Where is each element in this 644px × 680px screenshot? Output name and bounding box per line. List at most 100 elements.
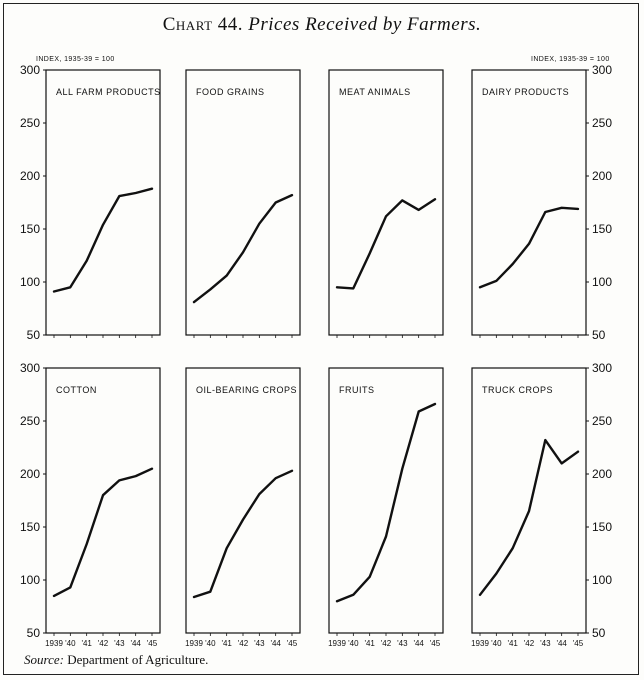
data-point — [511, 263, 514, 265]
x-tick-label: 1939 — [185, 639, 203, 648]
data-point — [352, 287, 355, 290]
y-tick-label: 300 — [592, 63, 612, 77]
data-point — [225, 274, 228, 277]
data-point — [151, 187, 153, 190]
data-point — [134, 192, 137, 194]
panel-title: COTTON — [56, 385, 97, 395]
y-tick-label: 250 — [592, 116, 612, 130]
y-tick-label: 250 — [592, 414, 612, 428]
data-point — [193, 301, 195, 303]
data-point — [69, 286, 72, 289]
source-label: Source: — [24, 652, 64, 667]
y-tick-label: 100 — [592, 275, 612, 289]
x-tick-label: '41 — [364, 639, 375, 648]
data-point — [242, 518, 244, 521]
x-tick-label: '42 — [524, 639, 535, 648]
y-tick-label: 50 — [27, 626, 41, 640]
data-point — [434, 198, 436, 201]
data-point — [336, 600, 338, 603]
data-point — [479, 593, 481, 596]
panel-title: FOOD GRAINS — [196, 87, 265, 97]
data-point — [401, 199, 404, 202]
data-point — [134, 475, 137, 477]
data-point — [225, 547, 228, 550]
data-point — [291, 469, 293, 472]
panel-all-farm-products: ALL FARM PRODUCTS 50 100 150 200 250 300 — [20, 63, 161, 342]
data-point — [544, 211, 547, 213]
data-point — [401, 467, 404, 470]
series-line — [52, 467, 154, 598]
data-point — [528, 242, 530, 245]
data-point — [577, 450, 579, 453]
data-point — [151, 467, 153, 470]
x-tick-label: 1939 — [471, 639, 489, 648]
y-tick-label: 250 — [20, 116, 40, 130]
panel-frame — [471, 367, 587, 634]
data-point — [560, 206, 563, 209]
panel-frame — [328, 69, 444, 336]
series-line — [52, 187, 154, 293]
data-point — [291, 194, 293, 197]
y-tick-label: 150 — [592, 520, 612, 534]
data-point — [434, 403, 436, 405]
panel-title: MEAT ANIMALS — [339, 87, 411, 97]
index-note-right: INDEX, 1935-39 = 100 — [531, 56, 610, 63]
x-tick-label: '45 — [147, 639, 158, 648]
data-point — [577, 208, 579, 210]
x-tick-label: '44 — [130, 639, 141, 648]
y-tick-label: 300 — [20, 361, 40, 375]
x-tick-label: '44 — [413, 639, 424, 648]
chart-number: Chart 44. — [162, 14, 244, 35]
panel-truck-crops: TRUCK CROPS 50 100 150 200 250 300 1939'40 '41 '4… — [471, 361, 612, 648]
y-tick-label: 200 — [20, 467, 40, 481]
panel-title: ALL FARM PRODUCTS — [56, 87, 161, 97]
y-tick-label: 50 — [27, 328, 41, 342]
x-tick-label: '43 — [540, 639, 551, 648]
x-tick-label: '40 — [65, 639, 76, 648]
data-point — [368, 575, 371, 578]
data-point — [85, 259, 88, 262]
source-text: Department of Agriculture. — [67, 652, 209, 667]
data-point — [53, 290, 55, 293]
data-point — [544, 439, 547, 441]
data-point — [495, 572, 498, 575]
panel-frame — [45, 367, 161, 634]
y-tick-label: 300 — [20, 63, 40, 77]
data-point — [336, 286, 338, 289]
data-point — [258, 222, 261, 225]
y-tick-label: 200 — [20, 169, 40, 183]
chart-subtitle: Prices Received by Farmers. — [248, 14, 482, 35]
x-tick-label: '40 — [491, 639, 502, 648]
x-tick-label: '42 — [381, 639, 392, 648]
data-point — [209, 288, 212, 291]
panel-cotton: COTTON 50 100 150 200 250 300 1939'40 '41 '42 '43 '… — [20, 361, 161, 648]
x-tick-label: '41 — [221, 639, 232, 648]
data-point — [274, 477, 277, 480]
data-point — [242, 251, 244, 254]
panel-fruits: FRUITS 1939'40 '41 '42 '43 '44 '45 — [328, 367, 444, 648]
index-note-left: INDEX, 1935-39 = 100 — [36, 56, 115, 63]
x-tick-label: '40 — [348, 639, 359, 648]
x-tick-label: '40 — [205, 639, 216, 648]
data-point — [417, 410, 420, 413]
series-line — [192, 193, 294, 304]
data-point — [258, 493, 261, 495]
data-point — [511, 547, 514, 550]
data-point — [85, 543, 88, 545]
page-frame — [3, 3, 639, 675]
x-tick-label: '42 — [98, 639, 109, 648]
data-point — [274, 201, 277, 204]
data-point — [102, 223, 104, 226]
data-point — [368, 252, 371, 255]
data-point — [479, 286, 481, 289]
y-tick-label: 100 — [20, 573, 40, 587]
data-point — [118, 195, 121, 198]
series-line — [478, 438, 580, 596]
x-tick-label: '45 — [430, 639, 441, 648]
data-point — [528, 510, 530, 512]
panel-frame — [45, 69, 161, 336]
x-tick-label: 1939 — [45, 639, 63, 648]
y-tick-label: 150 — [592, 222, 612, 236]
data-point — [193, 596, 195, 598]
